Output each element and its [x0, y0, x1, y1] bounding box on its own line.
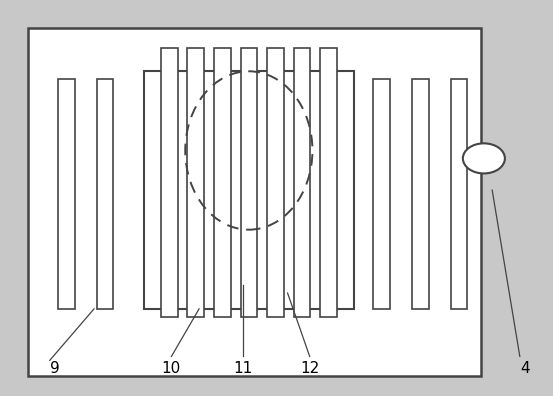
Bar — [412, 79, 429, 309]
Bar — [28, 28, 481, 376]
Bar — [97, 79, 113, 309]
Bar — [144, 71, 354, 309]
Bar — [241, 48, 257, 317]
Text: 4: 4 — [520, 361, 530, 376]
Text: 10: 10 — [162, 361, 181, 376]
Bar — [451, 79, 467, 309]
Bar — [58, 79, 75, 309]
Text: 11: 11 — [234, 361, 253, 376]
Bar — [267, 48, 284, 317]
Bar — [214, 48, 231, 317]
Circle shape — [463, 143, 505, 173]
Bar — [161, 48, 178, 317]
Text: 12: 12 — [300, 361, 319, 376]
Text: 9: 9 — [50, 361, 60, 376]
Bar — [187, 48, 204, 317]
Bar — [294, 48, 310, 317]
Bar — [320, 48, 337, 317]
Bar — [373, 79, 390, 309]
